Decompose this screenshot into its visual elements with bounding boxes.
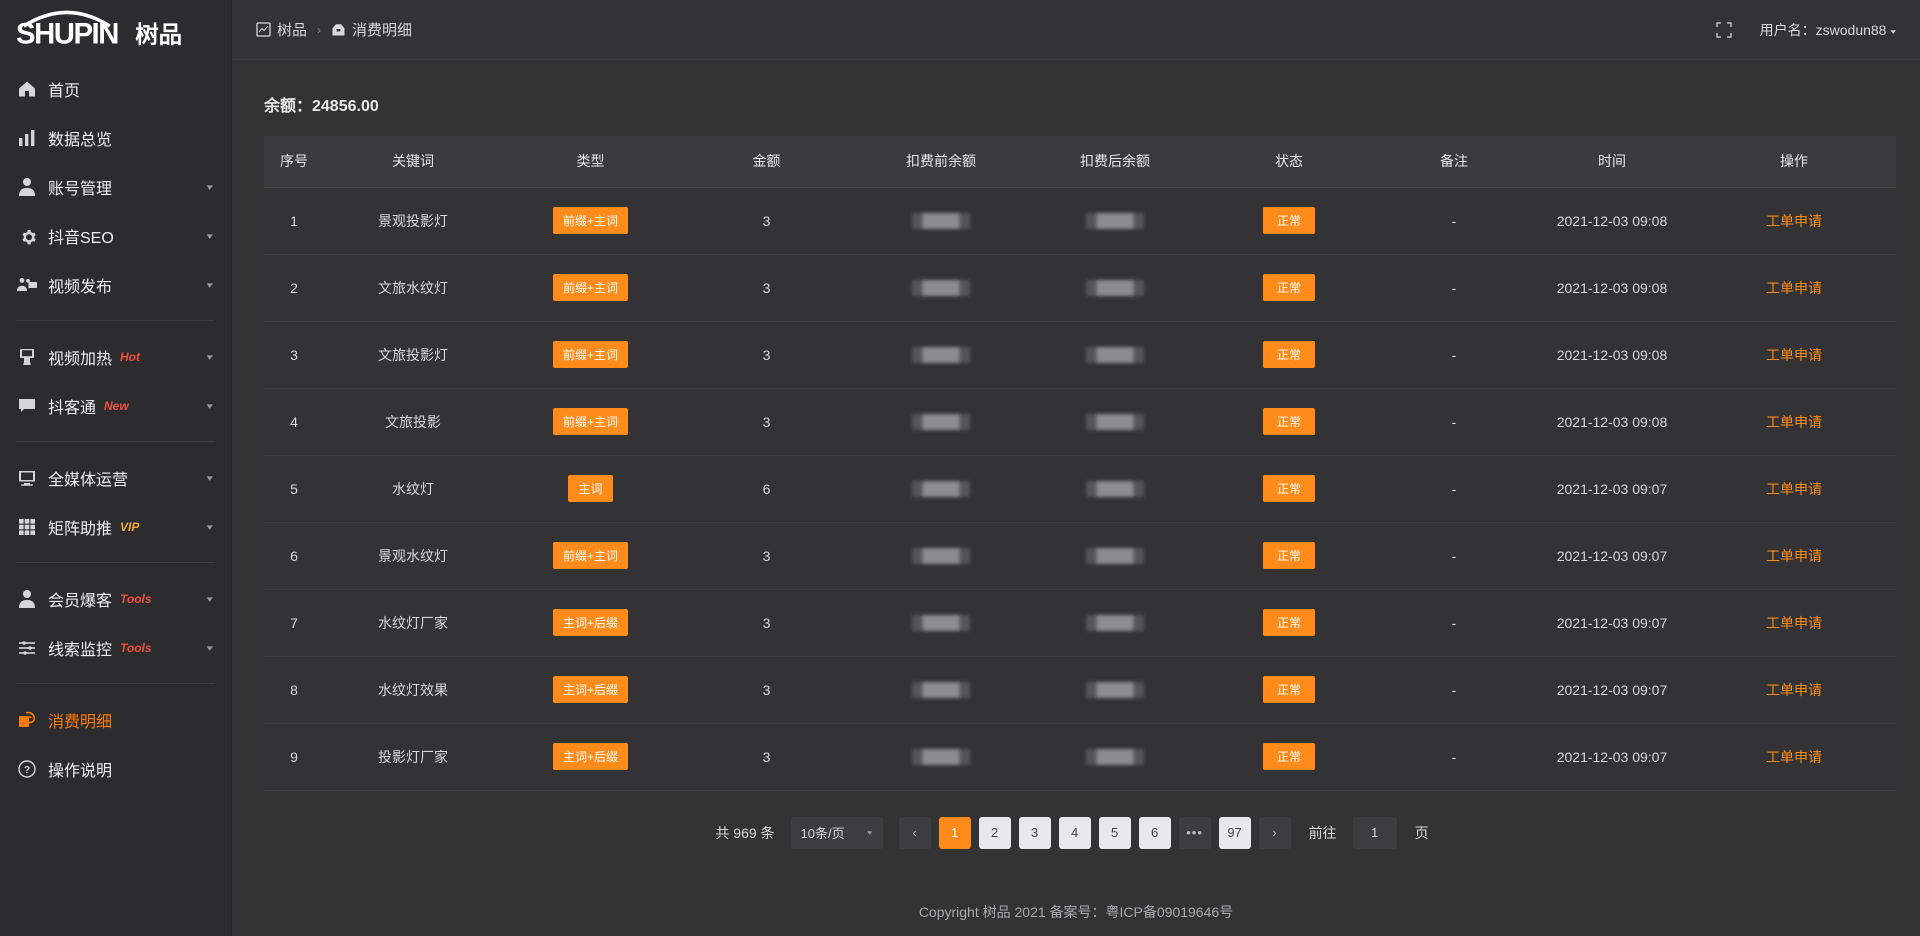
svg-text:?: ? — [24, 765, 30, 776]
svg-text:树品: 树品 — [135, 22, 182, 48]
svg-text:SHUPIN: SHUPIN — [16, 18, 118, 51]
